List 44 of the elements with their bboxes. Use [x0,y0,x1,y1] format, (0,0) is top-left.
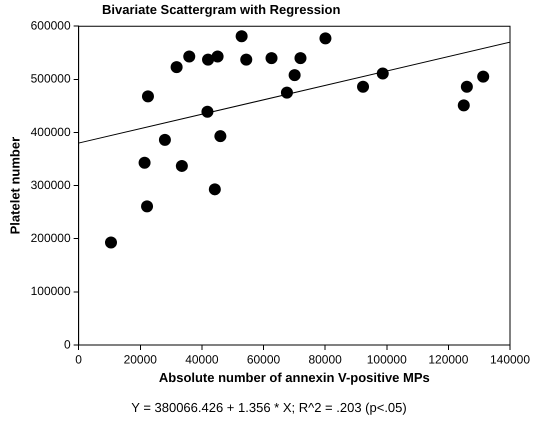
point [319,32,332,44]
point [142,90,154,102]
y-tick-label: 400000 [30,124,71,139]
point [212,50,224,62]
point [208,183,221,196]
point [176,160,188,172]
y-axis-title: Platelet number [7,136,22,234]
y-tick-label: 200000 [30,231,71,246]
x-tick-label: 60000 [246,352,281,367]
y-tick-label: 100000 [30,284,71,298]
point [214,130,226,142]
point [170,61,183,74]
point [376,67,389,80]
x-tick-label: 0 [75,352,82,367]
point [104,236,117,248]
point [477,70,490,83]
point [288,69,301,82]
y-tick-label: 0 [64,337,71,352]
point [240,54,252,66]
point [138,156,151,169]
chart-title: Bivariate Scattergram with Regression [102,2,340,17]
point [158,134,171,146]
point [236,30,248,42]
point [141,200,154,212]
x-axis-title: Absolute number of annexin V-positive MPs [158,370,430,385]
point [460,80,473,93]
y-tick-label: 600000 [30,18,71,33]
point [266,52,278,64]
point [202,54,214,66]
point [458,99,470,112]
x-tick-label: 80000 [308,352,342,367]
y-tick-label: 300000 [30,178,71,192]
x-tick-label: 140000 [490,352,530,367]
text: Y = 380066.426 + 1.356 * X; R^2 = .203 (p<.05) [130,400,408,415]
x-tick-label: 20000 [124,352,158,367]
point [294,52,306,64]
point [201,106,214,118]
point [183,50,196,62]
point [280,86,293,99]
y-tick-label: 500000 [30,72,71,86]
x-tick-label: 100000 [366,352,408,367]
point [357,80,370,93]
x-tick-label: 120000 [428,352,469,367]
x-tick-label: 40000 [185,352,219,367]
